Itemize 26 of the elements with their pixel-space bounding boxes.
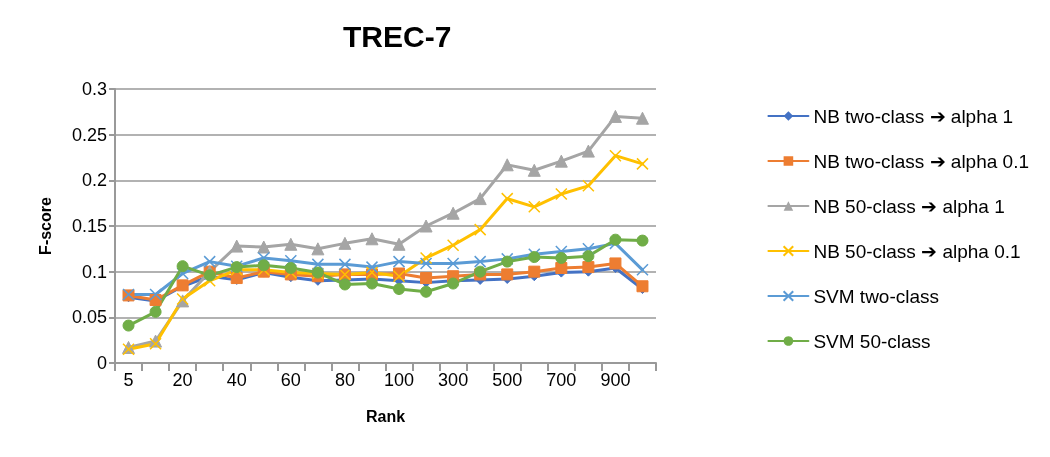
legend-label: NB 50-class ➔ alpha 0.1 [813, 240, 1021, 262]
x-tick-label: 500 [492, 370, 523, 390]
x-axis-title: Rank [365, 407, 406, 425]
y-tick-label: 0.2 [81, 170, 107, 191]
x-tick-label: 300 [438, 370, 469, 390]
y-tick-label: 0.25 [71, 124, 107, 145]
x-tick-label: 60 [280, 370, 301, 390]
x-tick-label: 100 [384, 370, 415, 390]
x-tick-label: 80 [334, 370, 355, 390]
y-tick-label: 0.3 [81, 79, 107, 99]
x-tick-label: 40 [226, 370, 247, 390]
legend-label: NB 50-class ➔ alpha 1 [813, 195, 1005, 217]
x-tick-label: 5 [123, 370, 134, 390]
y-tick-label: 0.05 [71, 307, 107, 328]
chart-title: TREC-7 [343, 19, 452, 53]
x-tick-label: 700 [546, 370, 577, 390]
y-tick-label: 0 [96, 353, 107, 373]
x-tick-label: 20 [172, 370, 193, 390]
x-tick-label: 900 [600, 370, 631, 390]
legend-label: SVM two-class [813, 285, 940, 307]
y-tick-label: 0.1 [81, 261, 107, 282]
y-axis-title: F-score [36, 197, 54, 255]
legend-label: NB two-class ➔ alpha 0.1 [813, 150, 1029, 172]
legend-label: SVM 50-class [813, 330, 931, 352]
y-tick-label: 0.15 [71, 216, 107, 236]
legend-label: NB two-class ➔ alpha 1 [813, 105, 1014, 127]
